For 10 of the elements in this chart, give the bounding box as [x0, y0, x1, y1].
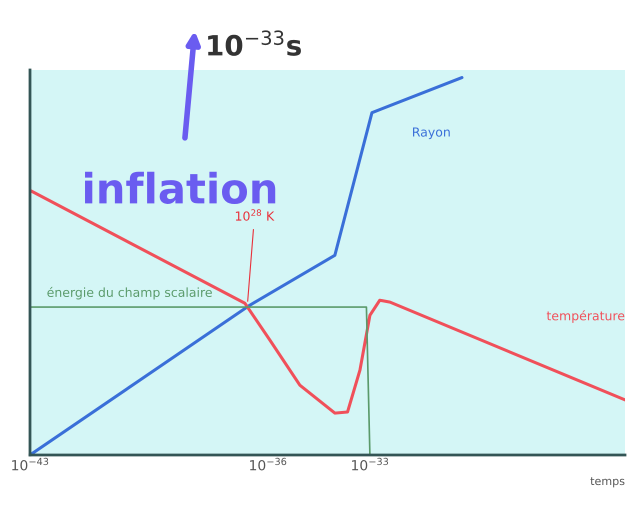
text: Rayon	[413, 127, 450, 140]
text: température	[546, 310, 624, 323]
x-tick-label: 10$^{−43}$	[12, 458, 48, 471]
text: 10$^{−33}$s	[208, 30, 301, 56]
annotation: 10$^{28}$ K	[236, 209, 274, 221]
series-label: énergie du champ scalaire	[47, 286, 212, 300]
annotation: inflation	[85, 172, 276, 204]
x-tick-label: 10$^{−33}$	[352, 458, 388, 471]
x-tick-label: 10$^{−36}$	[250, 458, 286, 471]
x-axis-title: temps	[590, 477, 624, 488]
